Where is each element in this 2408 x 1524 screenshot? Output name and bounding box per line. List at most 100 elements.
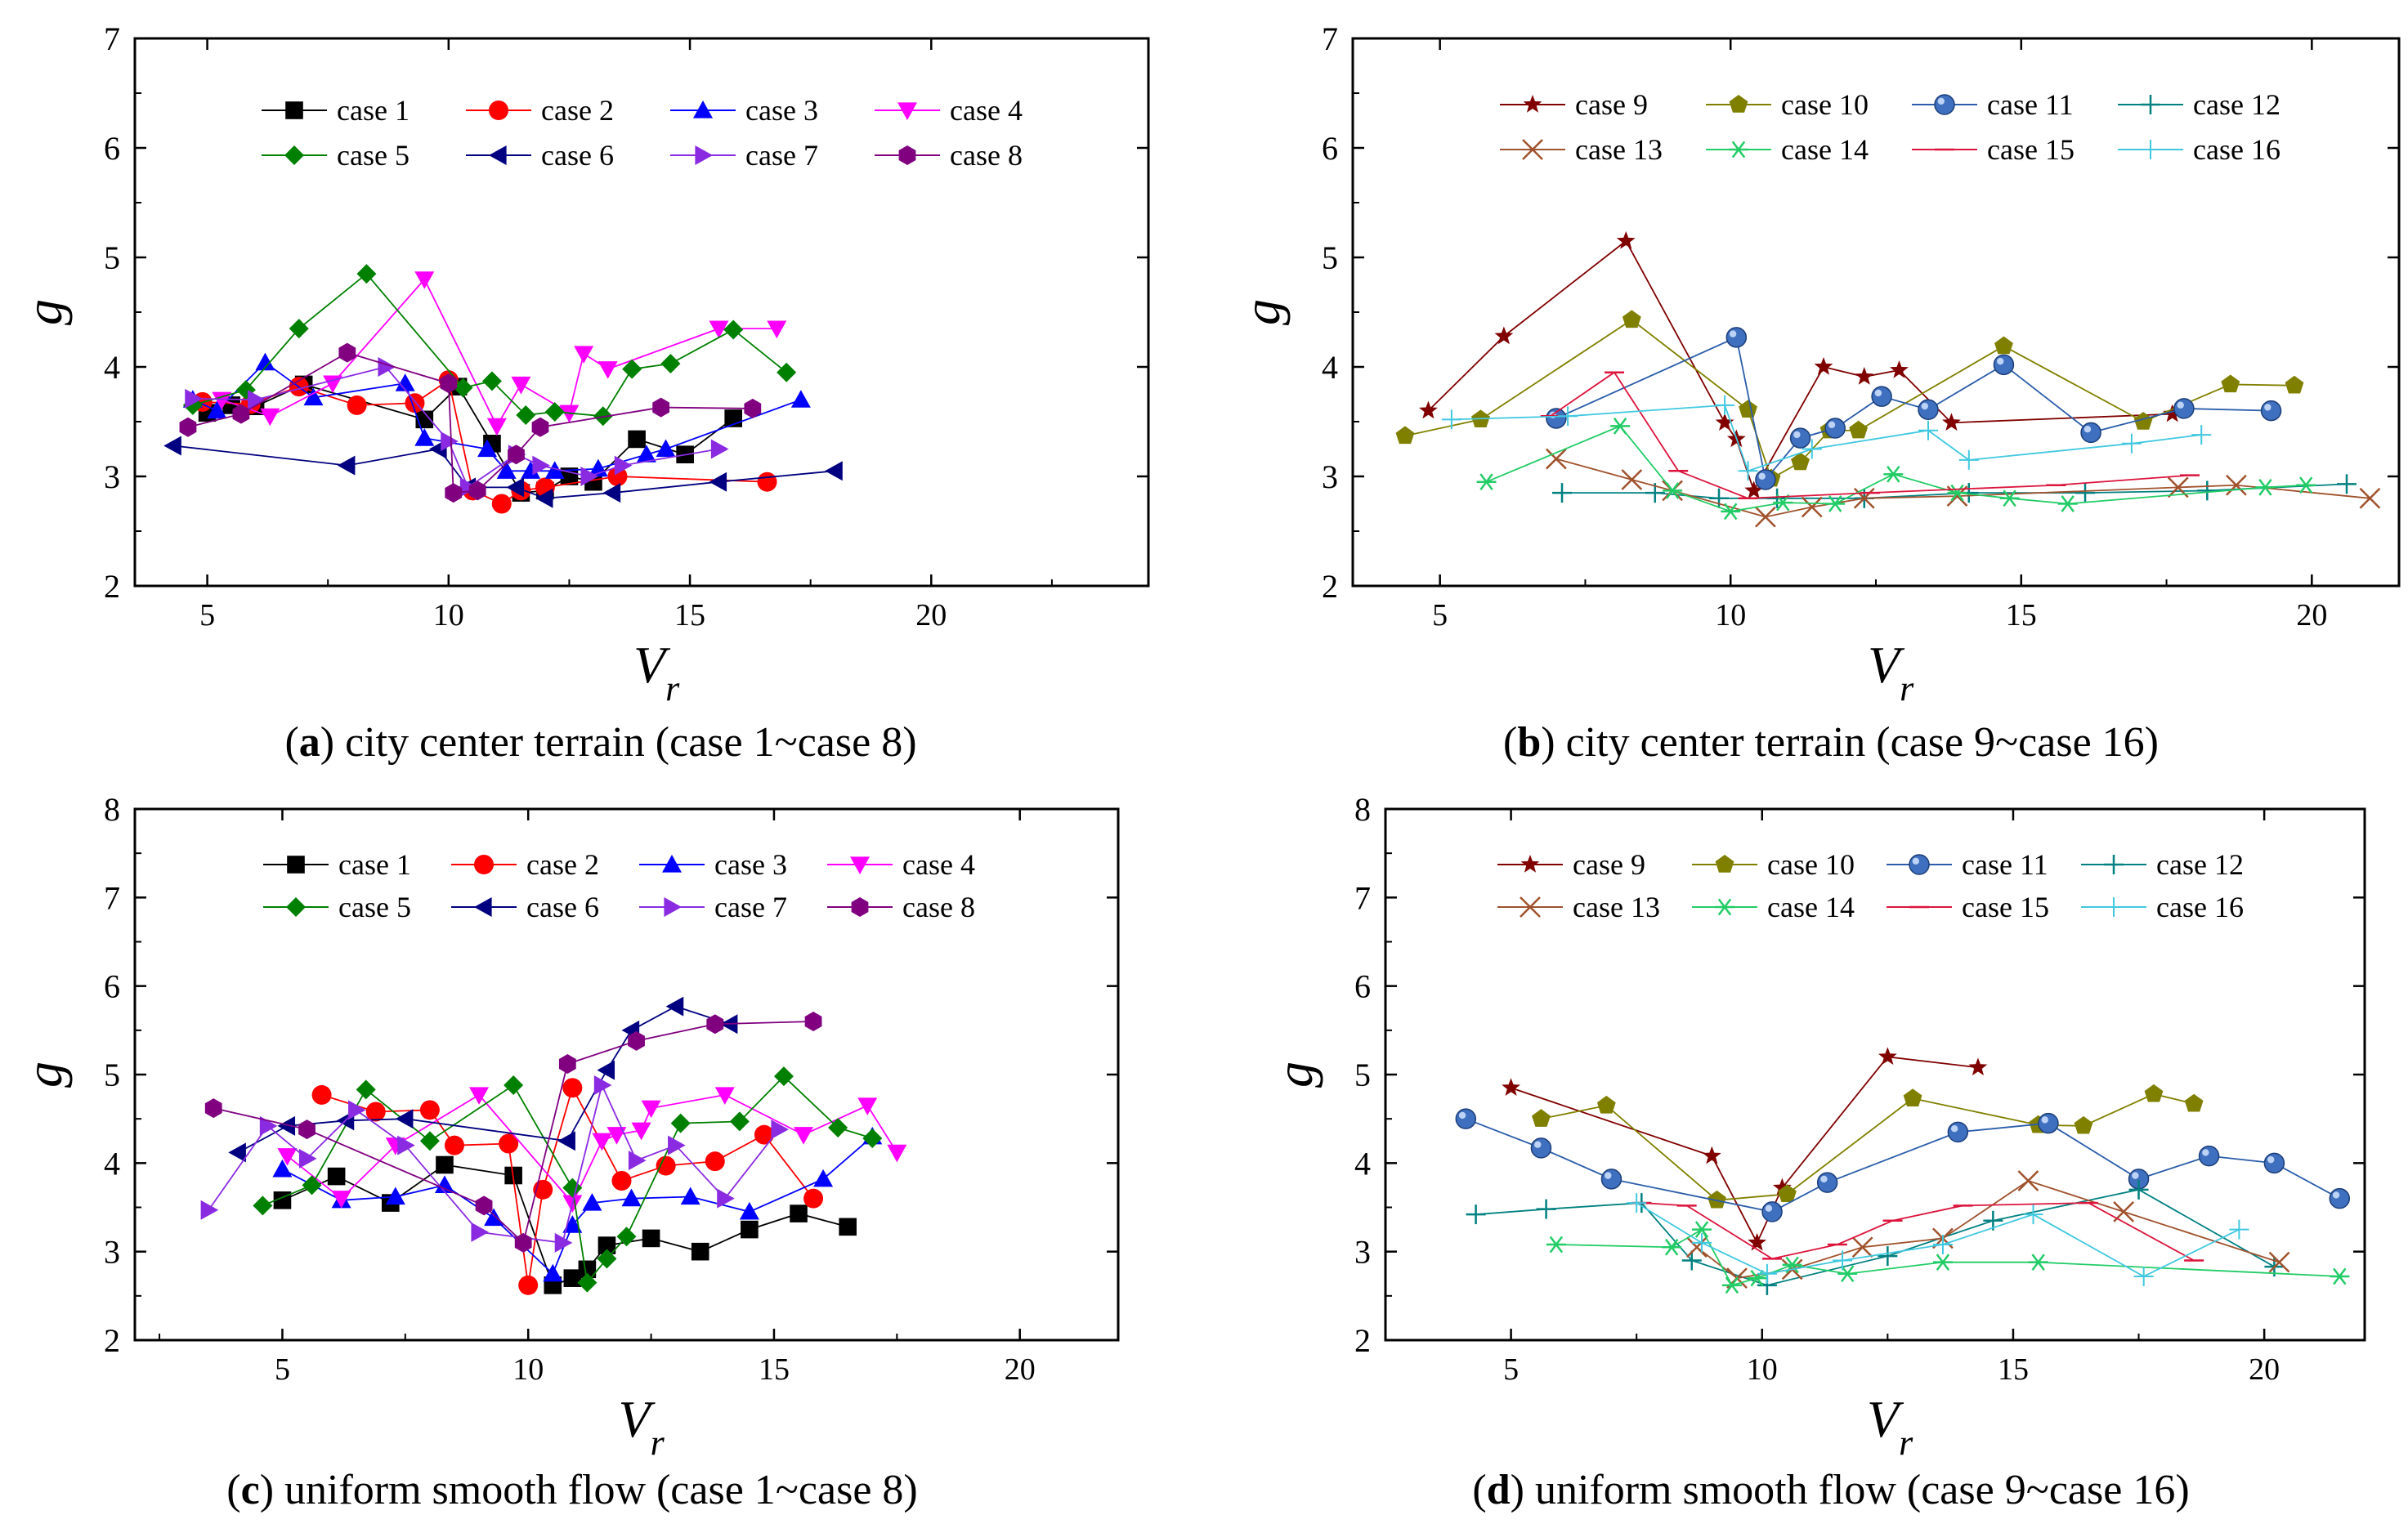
data-point xyxy=(710,439,729,459)
data-point xyxy=(289,319,309,339)
data-point xyxy=(419,1131,440,1151)
series-case-7 xyxy=(200,1075,789,1253)
legend-item: case 16 xyxy=(2081,891,2244,923)
data-point xyxy=(323,375,343,394)
series-case-4 xyxy=(277,1087,907,1213)
legend-item: case 7 xyxy=(670,139,818,172)
legend-item: case 4 xyxy=(875,94,1023,127)
y-tick-label: 3 xyxy=(1354,1234,1371,1271)
series-case-4 xyxy=(212,271,787,436)
data-point xyxy=(1801,496,1823,518)
data-point xyxy=(2057,495,2078,512)
data-point xyxy=(574,346,594,364)
data-point xyxy=(1825,495,1846,512)
x-tick-label: 15 xyxy=(759,1352,790,1387)
data-point xyxy=(680,1187,700,1205)
data-point xyxy=(260,408,280,427)
data-point xyxy=(580,467,599,486)
data-point xyxy=(253,1196,273,1216)
legend-label: case 2 xyxy=(541,94,614,127)
legend-item: case 3 xyxy=(639,848,787,881)
data-point xyxy=(558,1054,576,1074)
data-point xyxy=(1968,1057,1988,1076)
data-point xyxy=(1709,488,1729,508)
data-point xyxy=(1739,400,1757,418)
legend-item: case 9 xyxy=(1500,88,1648,121)
legend-marker xyxy=(1520,896,1541,918)
data-point xyxy=(757,472,777,492)
data-point xyxy=(1802,439,1822,459)
data-point xyxy=(1627,1193,1647,1213)
x-tick-label: 5 xyxy=(199,598,215,632)
data-point xyxy=(804,1012,822,1031)
data-point xyxy=(1994,336,2013,355)
data-point xyxy=(828,1118,848,1137)
data-point xyxy=(1855,367,1874,385)
data-point xyxy=(434,1175,454,1194)
legend-label: case 7 xyxy=(714,891,787,923)
x-tick-label: 10 xyxy=(512,1352,544,1387)
legend-label: case 3 xyxy=(714,848,787,881)
data-point xyxy=(535,488,553,508)
x-tick-label: 15 xyxy=(1998,1352,2029,1387)
legend-marker xyxy=(284,145,304,165)
data-point xyxy=(607,467,628,486)
data-point xyxy=(582,1193,602,1211)
data-point xyxy=(511,376,531,395)
series-case-1 xyxy=(273,1155,857,1294)
data-point xyxy=(1419,400,1438,419)
y-tick-label: 2 xyxy=(1354,1322,1371,1359)
data-point xyxy=(557,1131,575,1151)
legend-marker xyxy=(662,855,682,873)
legend-label: case 9 xyxy=(1575,88,1648,121)
x-axis-label: Vr xyxy=(1868,636,1914,708)
legend: case 9 case 10 case 11 case 12 case 13 case 1… xyxy=(1497,848,2244,923)
data-point xyxy=(356,264,377,284)
data-point xyxy=(1918,399,1939,421)
legend-label: case 11 xyxy=(1987,88,2074,121)
legend-label: case 13 xyxy=(1575,133,1663,166)
legend-item: case 16 xyxy=(2118,133,2280,166)
legend-item: case 8 xyxy=(875,139,1023,172)
y-axis-label: g xyxy=(1265,1061,1323,1088)
y-tick-label: 6 xyxy=(1322,130,1338,167)
series-line xyxy=(1555,458,2370,518)
data-point xyxy=(471,1222,490,1242)
legend-label: case 10 xyxy=(1767,848,1855,881)
series-case-2 xyxy=(311,1078,824,1295)
data-point xyxy=(1757,1263,1777,1284)
y-axis-label: g xyxy=(1233,299,1291,325)
data-point xyxy=(200,1200,219,1220)
data-point xyxy=(228,1142,246,1163)
data-point xyxy=(212,391,232,410)
series-line xyxy=(282,1164,848,1286)
data-point xyxy=(1738,461,1758,481)
data-point xyxy=(1958,449,1979,470)
y-tick-label: 3 xyxy=(104,458,120,495)
data-point xyxy=(1536,1199,1556,1219)
data-point xyxy=(2359,487,2381,509)
data-point xyxy=(2017,1170,2039,1191)
x-tick-label: 20 xyxy=(2249,1352,2280,1387)
legend-marker xyxy=(2104,897,2124,917)
data-point xyxy=(516,404,536,425)
data-point xyxy=(597,1060,615,1080)
data-point xyxy=(598,361,618,379)
data-point xyxy=(560,467,579,485)
legend-item: case 5 xyxy=(262,139,410,172)
data-point xyxy=(2198,1145,2220,1167)
data-point xyxy=(1725,327,1748,348)
data-point xyxy=(2229,1219,2249,1240)
legend: case 1 case 2 case 3 case 4 case 5 case 6 case… xyxy=(262,94,1023,172)
data-point xyxy=(614,455,633,476)
data-point xyxy=(338,342,356,363)
y-tick-label: 3 xyxy=(104,1234,120,1271)
legend-item: case 2 xyxy=(466,94,614,127)
series-line xyxy=(213,1021,814,1245)
data-point xyxy=(709,472,727,492)
series-line xyxy=(262,1075,873,1285)
data-point xyxy=(767,320,787,339)
data-point xyxy=(486,418,507,436)
